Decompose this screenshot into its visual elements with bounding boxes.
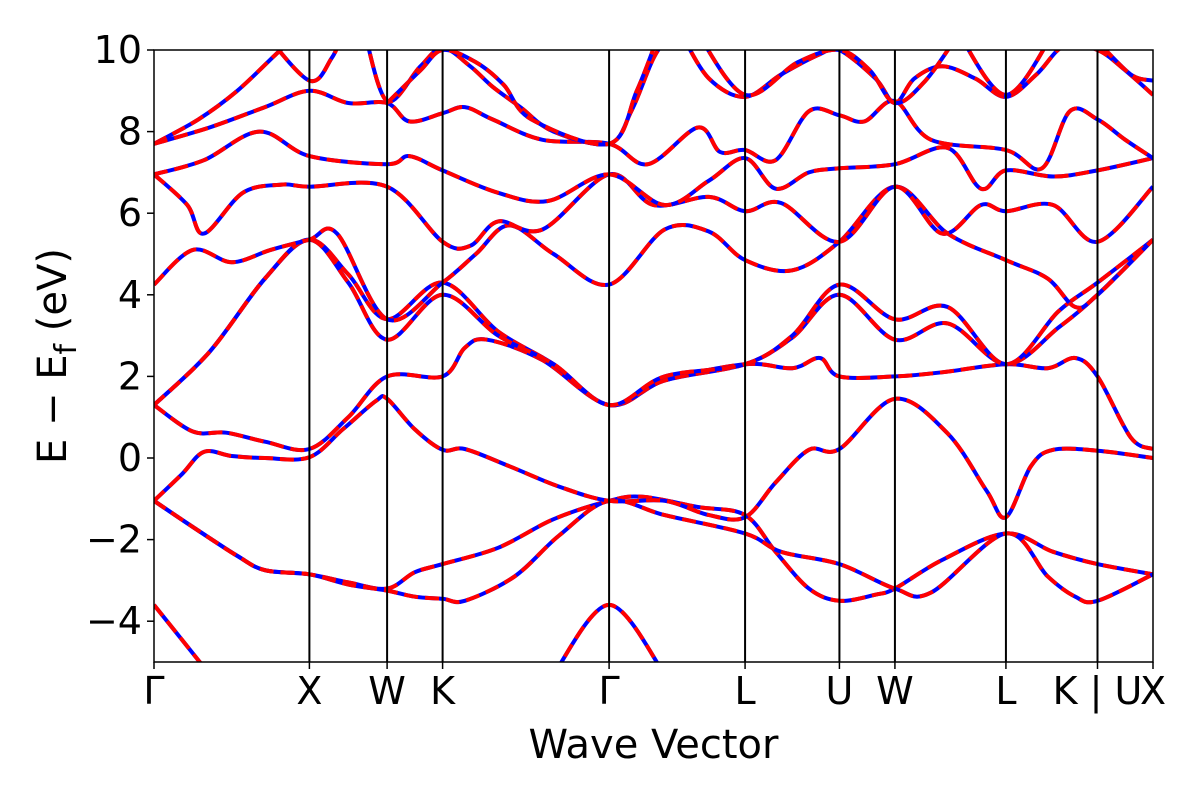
band-line-red-17: [705, 50, 951, 106]
band-line-blue-16: [687, 50, 1153, 106]
x-tick-label-4: Γ: [599, 669, 620, 713]
x-tick-label-3: K: [430, 669, 456, 713]
band-line-red-12: [154, 88, 1153, 172]
x-tick-label-2: W: [368, 669, 406, 713]
band-line-red-19: [1102, 50, 1153, 83]
band-line-red-15: [385, 50, 656, 147]
x-tick-label-5: L: [734, 669, 755, 713]
x-tick-label-8: L: [995, 669, 1016, 713]
band-line-blue-13: [276, 50, 339, 84]
band-line-blue-7: [154, 237, 1153, 408]
band-line-blue-12: [154, 88, 1153, 172]
band-line-red-11: [154, 50, 284, 146]
x-tick-label-1: X: [296, 669, 322, 713]
band-line-blue-5: [154, 337, 1153, 452]
x-tick-label-10: X: [1140, 669, 1166, 713]
x-tick-label-6: U: [826, 669, 854, 713]
y-axis-ticks: −4 −2 0 2 4 6 8 10: [86, 28, 154, 643]
y-tick-label-0: −4: [86, 599, 142, 643]
band-line-red-16: [687, 50, 1153, 106]
y-tick-label-3: 2: [118, 354, 142, 398]
band-line-red-18: [966, 50, 1046, 97]
y-tick-label-7: 10: [94, 28, 142, 72]
y-axis-label-unit: (eV): [30, 248, 76, 344]
band-line-red-7: [154, 237, 1153, 408]
plot-frame: [153, 49, 1154, 663]
kpoint-lines: [308, 50, 1099, 662]
band-line-red-9: [154, 172, 1153, 251]
y-tick-label-5: 6: [118, 191, 142, 235]
x-tick-label-9: K | U: [1053, 669, 1143, 714]
band-line-blue-19: [1102, 50, 1153, 83]
y-tick-label-1: −2: [86, 518, 142, 562]
band-line-blue-10: [154, 129, 1153, 207]
y-axis-label-sub: f: [49, 342, 84, 354]
band-line-red-5: [154, 337, 1153, 452]
y-tick-label-2: 0: [118, 436, 142, 480]
y-axis-label-base: E − E: [30, 354, 76, 464]
x-tick-label-0: Γ: [143, 669, 164, 713]
bands-layer: [154, 50, 1153, 662]
band-line-red-4: [154, 394, 1153, 522]
x-tick-label-7: W: [876, 669, 914, 713]
x-axis-label: Wave Vector: [529, 722, 780, 768]
band-line-red-13: [276, 50, 339, 84]
band-line-blue-17: [705, 50, 951, 106]
y-tick-label-4: 4: [118, 273, 142, 317]
band-line-red-0: [154, 603, 203, 662]
y-tick-label-6: 8: [118, 110, 142, 154]
band-line-red-10: [154, 129, 1153, 207]
y-axis-label: E − Ef (eV): [30, 248, 84, 464]
